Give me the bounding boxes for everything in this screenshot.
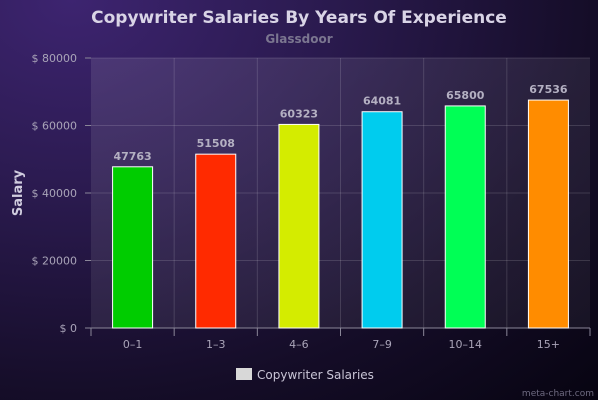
y-tick-label: $ 60000 bbox=[32, 120, 78, 133]
data-label: 67536 bbox=[529, 83, 568, 96]
x-tick-label: 4–6 bbox=[289, 338, 309, 351]
data-label: 51508 bbox=[197, 137, 235, 150]
legend-label[interactable]: Copywriter Salaries bbox=[257, 368, 374, 382]
y-tick-label: $ 40000 bbox=[32, 187, 78, 200]
x-tick-label: 1–3 bbox=[206, 338, 226, 351]
y-tick-label: $ 80000 bbox=[32, 52, 78, 65]
chart-title: Copywriter Salaries By Years Of Experien… bbox=[91, 8, 507, 28]
legend-swatch[interactable] bbox=[236, 368, 252, 380]
bar[interactable] bbox=[278, 123, 320, 329]
bar[interactable] bbox=[444, 105, 486, 329]
data-label: 60323 bbox=[280, 107, 318, 120]
bar[interactable] bbox=[195, 153, 237, 329]
data-label: 65800 bbox=[446, 89, 485, 102]
y-axis-ticks: $ 0 $ 20000 $ 40000 $ 60000 $ 80000 bbox=[32, 52, 91, 335]
bar[interactable] bbox=[361, 111, 403, 329]
legend[interactable]: Copywriter Salaries bbox=[236, 368, 374, 382]
x-tick-label: 0–1 bbox=[123, 338, 143, 351]
x-tick-label: 10–14 bbox=[449, 338, 483, 351]
x-axis-ticks: 0–1 1–3 4–6 7–9 10–14 15+ bbox=[90, 328, 591, 351]
grid-lines bbox=[91, 57, 590, 328]
y-axis-label: Salary bbox=[11, 169, 26, 216]
credit-text: meta-chart.com bbox=[522, 389, 594, 399]
y-tick-label: $ 20000 bbox=[32, 255, 78, 268]
x-tick-label: 15+ bbox=[537, 338, 560, 351]
y-tick-label: $ 0 bbox=[60, 322, 78, 335]
bars: 47763 51508 60323 64081 65800 67536 bbox=[112, 83, 569, 329]
data-label: 47763 bbox=[113, 150, 151, 163]
data-label: 64081 bbox=[363, 95, 401, 108]
bar[interactable] bbox=[527, 99, 569, 329]
bar[interactable] bbox=[112, 166, 154, 329]
chart-subtitle: Glassdoor bbox=[265, 32, 332, 46]
x-tick-label: 7–9 bbox=[372, 338, 392, 351]
plot-area bbox=[91, 58, 590, 328]
